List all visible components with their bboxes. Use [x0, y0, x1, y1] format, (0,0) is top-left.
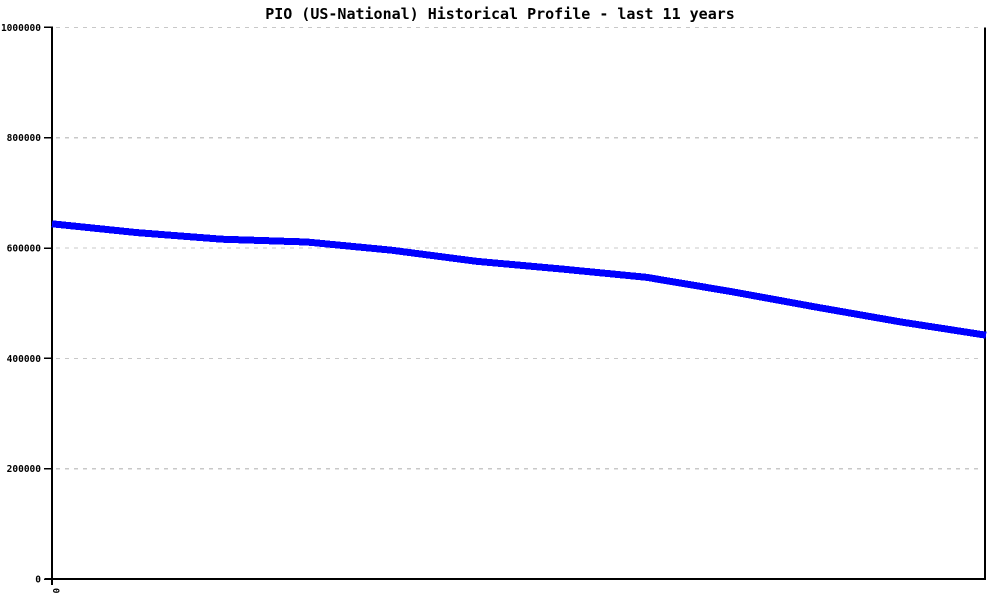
x-tick-label: 0: [50, 588, 60, 593]
y-tick-label: 600000: [7, 244, 42, 255]
y-tick-label: 800000: [7, 133, 42, 144]
y-tick-label: 400000: [7, 354, 42, 365]
data-line-pio-us-national-: [51, 220, 987, 339]
y-tick-label: 1000000: [1, 23, 41, 34]
y-tick-label: 200000: [7, 464, 42, 475]
chart-title: PIO (US-National) Historical Profile - l…: [265, 5, 735, 23]
y-tick-label: 0: [35, 575, 41, 586]
